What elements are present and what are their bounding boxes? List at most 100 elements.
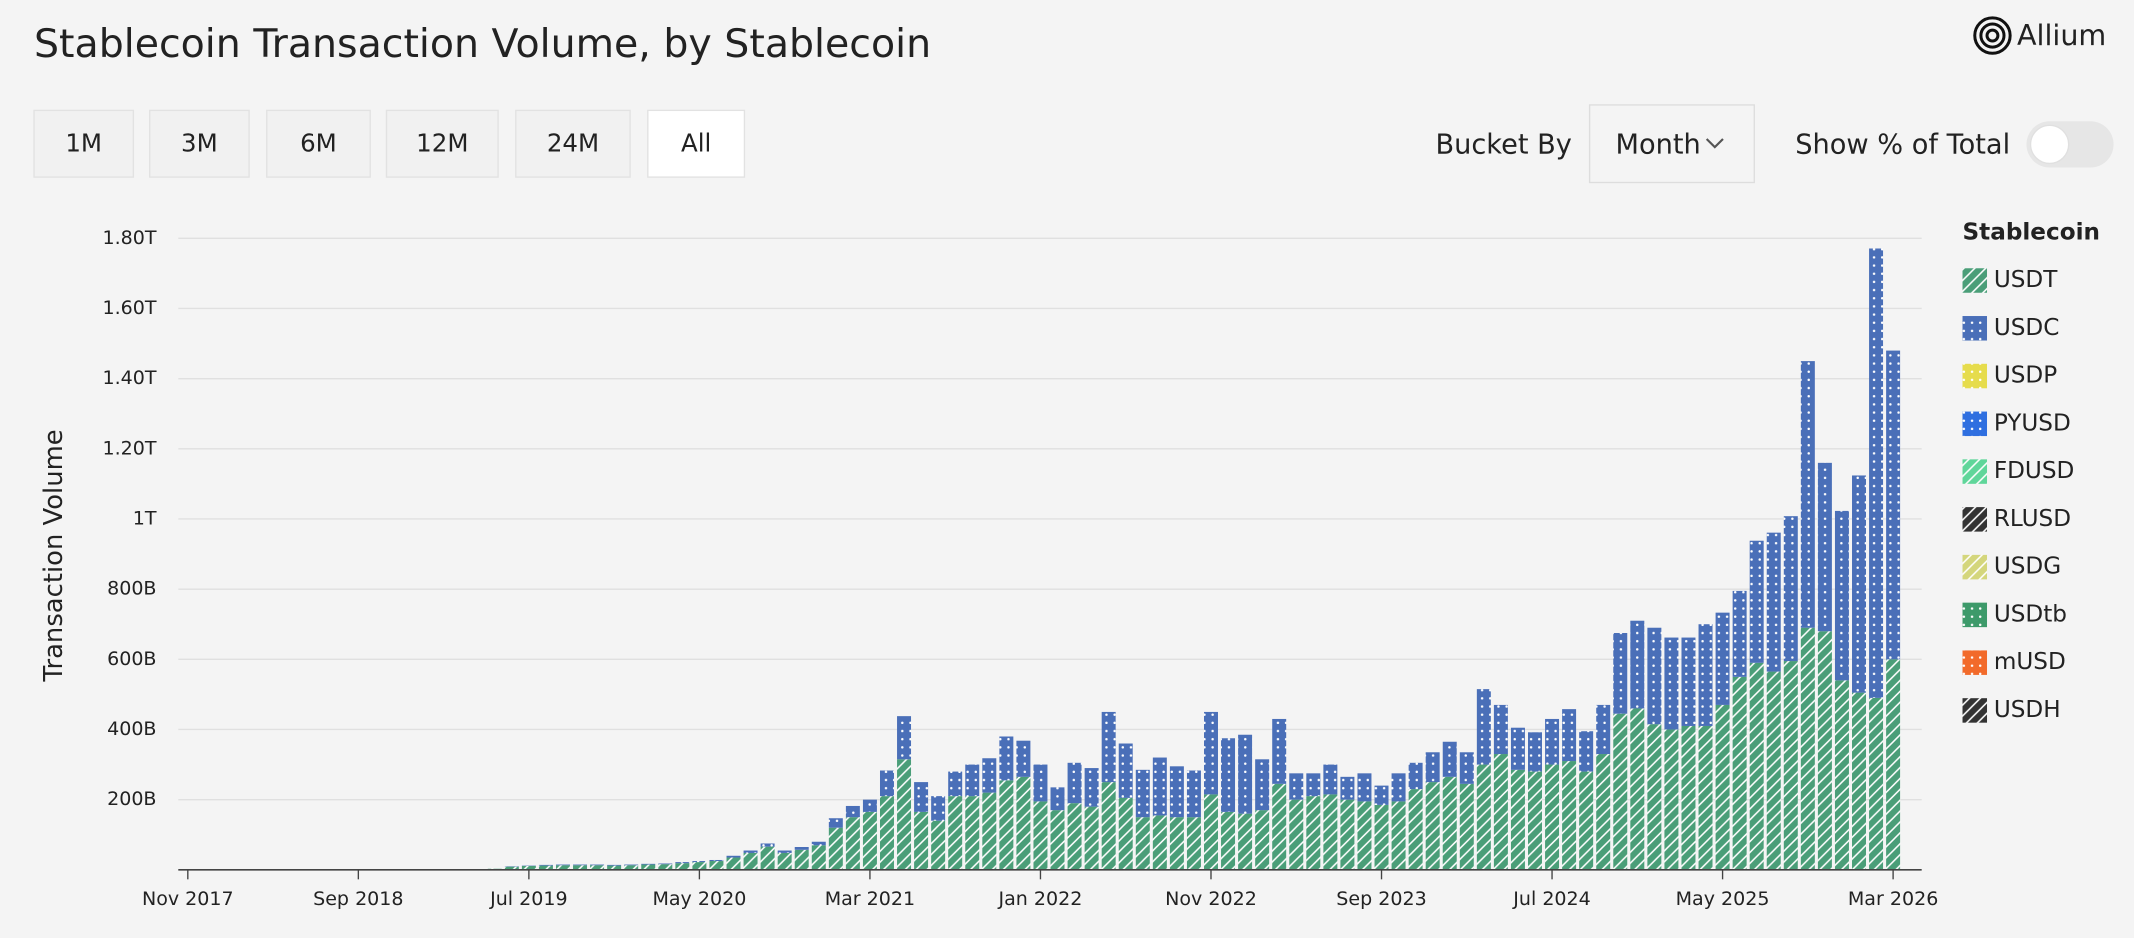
bar-segment [1118, 743, 1133, 798]
range-button[interactable] [266, 109, 371, 178]
bar-segment [743, 850, 758, 853]
y-tick-label: 1T [133, 507, 157, 529]
range-button[interactable] [33, 109, 135, 178]
y-axis-label: Transaction Volume [39, 429, 69, 682]
bar-segment [1357, 773, 1372, 802]
bar-segment [726, 855, 741, 858]
bar-segment [1852, 475, 1866, 693]
bar-segment [1476, 764, 1491, 870]
bar-segment [1306, 796, 1321, 870]
range-button-label[interactable]: 12M [416, 128, 468, 157]
bar-segment [1340, 776, 1355, 800]
bar-segment [1050, 787, 1065, 811]
x-tick-label: Mar 2021 [825, 888, 915, 910]
y-tick-label: 1.20T [102, 437, 156, 459]
legend-swatch [1962, 650, 1988, 675]
x-tick-label: Sep 2023 [1336, 888, 1426, 910]
y-tick-label: 1.80T [102, 227, 156, 249]
range-button[interactable] [647, 109, 746, 178]
legend-swatch [1962, 411, 1988, 437]
bar-segment [897, 716, 912, 760]
bar-segment [1408, 789, 1423, 870]
bar-segment [1101, 711, 1116, 783]
range-button[interactable] [515, 109, 631, 178]
bar-segment [1493, 754, 1508, 870]
bar-segment [1698, 725, 1713, 870]
bar-segment [1425, 752, 1440, 783]
bar-segment [1033, 764, 1048, 802]
bar-segment [1596, 704, 1611, 755]
bar-segment [590, 864, 605, 866]
legend-label: USDtb [1994, 601, 2067, 627]
bar-segment [1800, 627, 1815, 870]
range-button[interactable] [385, 109, 499, 178]
bar-segment [624, 865, 639, 870]
legend-label: USDH [1994, 697, 2061, 723]
bar-segment [1630, 620, 1645, 709]
bar-segment [709, 861, 724, 870]
bar-segment [914, 782, 929, 812]
bar-segment [1749, 540, 1764, 663]
bar-segment [1186, 770, 1201, 818]
bar-segment [862, 799, 877, 812]
bar-segment [999, 780, 1014, 870]
bucket-label: Bucket By [1435, 129, 1571, 160]
bar-segment [1425, 782, 1440, 870]
bar-segment [845, 817, 860, 870]
bar-segment [1630, 708, 1645, 870]
bar-segment [1272, 718, 1287, 784]
range-button-label[interactable]: 3M [181, 128, 218, 157]
bar-segment [504, 866, 519, 870]
bar-segment [1715, 612, 1730, 705]
bar-segment [777, 852, 792, 870]
bar-segment [1817, 631, 1832, 870]
bar-segment [1869, 697, 1884, 870]
bar-segment [1374, 804, 1389, 870]
bar-segment [675, 863, 690, 870]
bar-segment [675, 862, 690, 864]
bar-segment [1016, 740, 1031, 777]
x-tick-label: May 2020 [652, 888, 746, 910]
bar-segment [1442, 741, 1457, 777]
bar-segment [573, 864, 588, 866]
bucket-dropdown[interactable] [1588, 104, 1755, 184]
bar-segment [948, 796, 963, 870]
legend-swatch [1962, 507, 1988, 532]
range-button[interactable] [149, 109, 250, 178]
range-button-label[interactable]: 24M [547, 128, 599, 157]
y-tick-label: 600B [107, 648, 156, 670]
bar-segment [1766, 532, 1781, 672]
bar-segment [1886, 659, 1901, 870]
bar-segment [760, 846, 775, 870]
bar-segment [794, 847, 809, 850]
bar-segment [982, 758, 997, 793]
bar-segment [1357, 801, 1372, 870]
range-button-label[interactable]: 6M [300, 128, 337, 157]
bar-segment [658, 864, 673, 870]
bar-segment [1800, 361, 1815, 628]
bar-segment [1203, 711, 1218, 795]
x-tick-label: Nov 2022 [1165, 888, 1257, 910]
bar-segment [1084, 768, 1099, 807]
bar-segment [1186, 817, 1201, 870]
bar-segment [1647, 627, 1662, 725]
bar-segment [1255, 759, 1270, 811]
bar-segment [1579, 771, 1594, 870]
bar-segment [538, 864, 553, 866]
bar-segment [1152, 757, 1167, 816]
bar-segment [1101, 782, 1116, 870]
bar-segment [538, 865, 553, 870]
legend-swatch [1962, 554, 1988, 580]
toggle-knob [2029, 124, 2070, 165]
bar-segment [1493, 704, 1508, 755]
bucket-value[interactable]: Month [1615, 129, 1700, 160]
bar-segment [760, 843, 775, 847]
bar-segment [1732, 590, 1747, 677]
bar-segment [1238, 813, 1253, 870]
range-button-label[interactable]: All [681, 128, 711, 157]
x-tick-label: Nov 2017 [142, 888, 234, 910]
bar-segment [1698, 624, 1713, 726]
range-button-label[interactable]: 1M [65, 128, 102, 157]
bar-segment [1340, 799, 1355, 870]
